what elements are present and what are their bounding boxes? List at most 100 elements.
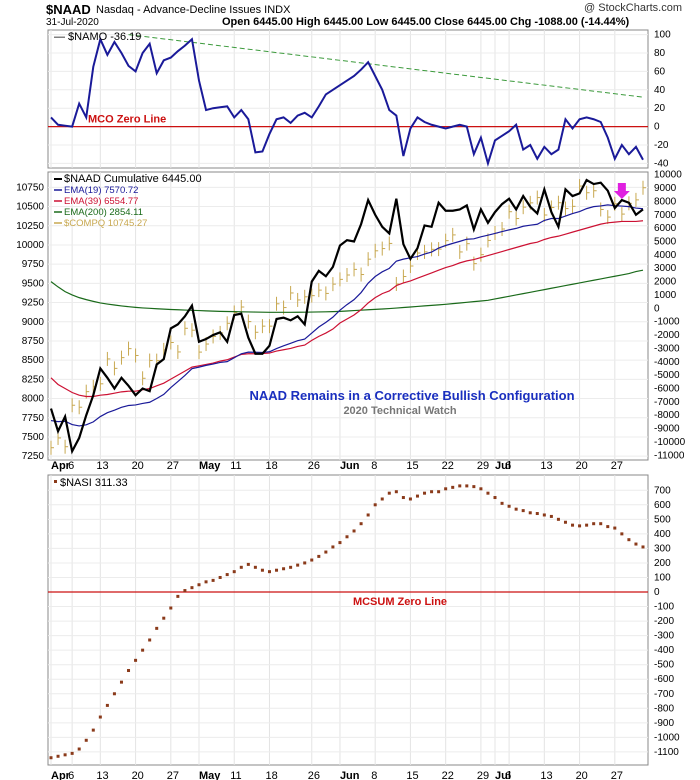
nasi-point [486, 491, 490, 495]
arrow-down-icon [613, 183, 630, 199]
nasi-point [571, 523, 575, 527]
y-tick-label-right: 1000 [654, 290, 677, 301]
nasi-point [275, 568, 279, 572]
nasi-point [535, 512, 539, 516]
nasi-point [148, 638, 152, 642]
x-tick-label: 13 [540, 770, 552, 780]
x-tick-label: 20 [132, 770, 144, 780]
nasi-point [472, 485, 476, 489]
nasi-point [549, 514, 553, 518]
nasi-point [563, 520, 567, 524]
panel-3 [47, 474, 649, 766]
x-tick-label: 29 [477, 770, 489, 780]
nasi-point [77, 747, 81, 751]
nasi-point [204, 580, 208, 584]
annotation-subtitle: 2020 Technical Watch [343, 405, 456, 417]
nasi-point [387, 491, 391, 495]
x-tick-label: 6 [68, 460, 74, 472]
copyright-link[interactable]: @ StockCharts.com [584, 2, 682, 14]
y-tick-label-right: -3000 [654, 343, 680, 354]
series-line [50, 204, 644, 427]
x-tick-label: Jul [495, 460, 511, 472]
nasi-point [105, 703, 109, 707]
y-tick-label: -1100 [654, 747, 679, 758]
nasi-point [169, 606, 173, 610]
x-tick-label: May [199, 770, 221, 780]
y-tick-label: 80 [654, 48, 666, 59]
y-tick-label: -700 [654, 689, 674, 700]
nasi-point [465, 484, 469, 488]
nasi-point [585, 523, 589, 527]
y-tick-label-right: -6000 [654, 384, 680, 395]
y-tick-label-right: -9000 [654, 424, 680, 435]
nasi-point [500, 501, 504, 505]
y-tick-label-right: -1000 [654, 317, 680, 328]
y-tick-label-right: 8000 [654, 196, 677, 207]
nasi-point [634, 542, 638, 546]
y-tick-label-right: 9000 [654, 183, 677, 194]
company-name: Nasdaq - Advance-Decline Issues INDX [96, 4, 291, 16]
x-tick-label: Apr [51, 460, 71, 472]
x-tick-label: 27 [611, 460, 623, 472]
nasi-point [63, 753, 67, 757]
y-tick-label-left: 10250 [16, 221, 44, 232]
x-tick-label: Jul [495, 770, 511, 780]
nasi-legend: $NASI 311.33 [60, 477, 128, 489]
nasi-point [211, 578, 215, 582]
y-tick-label-right: 0 [654, 303, 660, 314]
x-tick-label: May [199, 460, 221, 472]
x-tick-label: 27 [167, 460, 179, 472]
nasi-point [98, 715, 102, 719]
y-tick-label: -800 [654, 703, 674, 714]
nasi-point [599, 522, 603, 526]
y-tick-label: 400 [654, 529, 671, 540]
nasi-point [366, 513, 370, 517]
nasi-point [627, 538, 631, 542]
nasi-point [514, 507, 518, 511]
y-tick-label-left: 9000 [22, 317, 45, 328]
y-tick-label-right: -4000 [654, 357, 680, 368]
y-tick-label-right: 7000 [654, 210, 677, 221]
nasi-point [620, 532, 624, 536]
x-tick-label: 26 [308, 770, 320, 780]
nasi-point [423, 491, 427, 495]
y-tick-label: -100 [654, 602, 674, 613]
y-tick-label-left: 10750 [16, 182, 44, 193]
x-tick-label: 13 [96, 460, 108, 472]
nasi-point [112, 692, 116, 696]
x-tick-label: 6 [505, 460, 511, 472]
legend-entry: EMA(19) 7570.72 [64, 185, 138, 196]
x-tick-label: 8 [371, 460, 377, 472]
nasi-point [331, 545, 335, 549]
y-tick-label: -40 [654, 158, 669, 169]
nasi-point [641, 545, 645, 549]
nasi-point [338, 541, 342, 545]
symbol-label: $NAAD [46, 2, 91, 17]
x-tick-label: 20 [576, 770, 588, 780]
nasi-point [289, 565, 293, 569]
y-tick-label: 60 [654, 66, 666, 77]
y-tick-label: -200 [654, 616, 674, 627]
nasi-point [493, 496, 497, 500]
nasi-point [49, 756, 53, 760]
y-tick-label: -20 [654, 140, 669, 151]
y-tick-label-right: 3000 [654, 263, 677, 274]
x-tick-label: 22 [442, 460, 454, 472]
x-tick-label: 11 [230, 770, 241, 780]
nasi-point [592, 522, 596, 526]
nasi-point [444, 487, 448, 491]
y-tick-label-right: -7000 [654, 397, 680, 408]
nasi-point [303, 561, 307, 565]
legend-entry: $COMPQ 10745.27 [64, 218, 147, 229]
nasi-point [176, 594, 180, 598]
y-tick-label: 20 [654, 103, 666, 114]
y-tick-label: 300 [654, 543, 671, 554]
x-tick-label: 22 [442, 770, 454, 780]
nasi-point [183, 589, 187, 593]
y-tick-label: -300 [654, 631, 674, 642]
x-tick-label: Apr [51, 770, 71, 780]
x-tick-label: 8 [371, 770, 377, 780]
nasi-point [127, 669, 131, 673]
y-tick-label-right: -11000 [654, 450, 685, 461]
